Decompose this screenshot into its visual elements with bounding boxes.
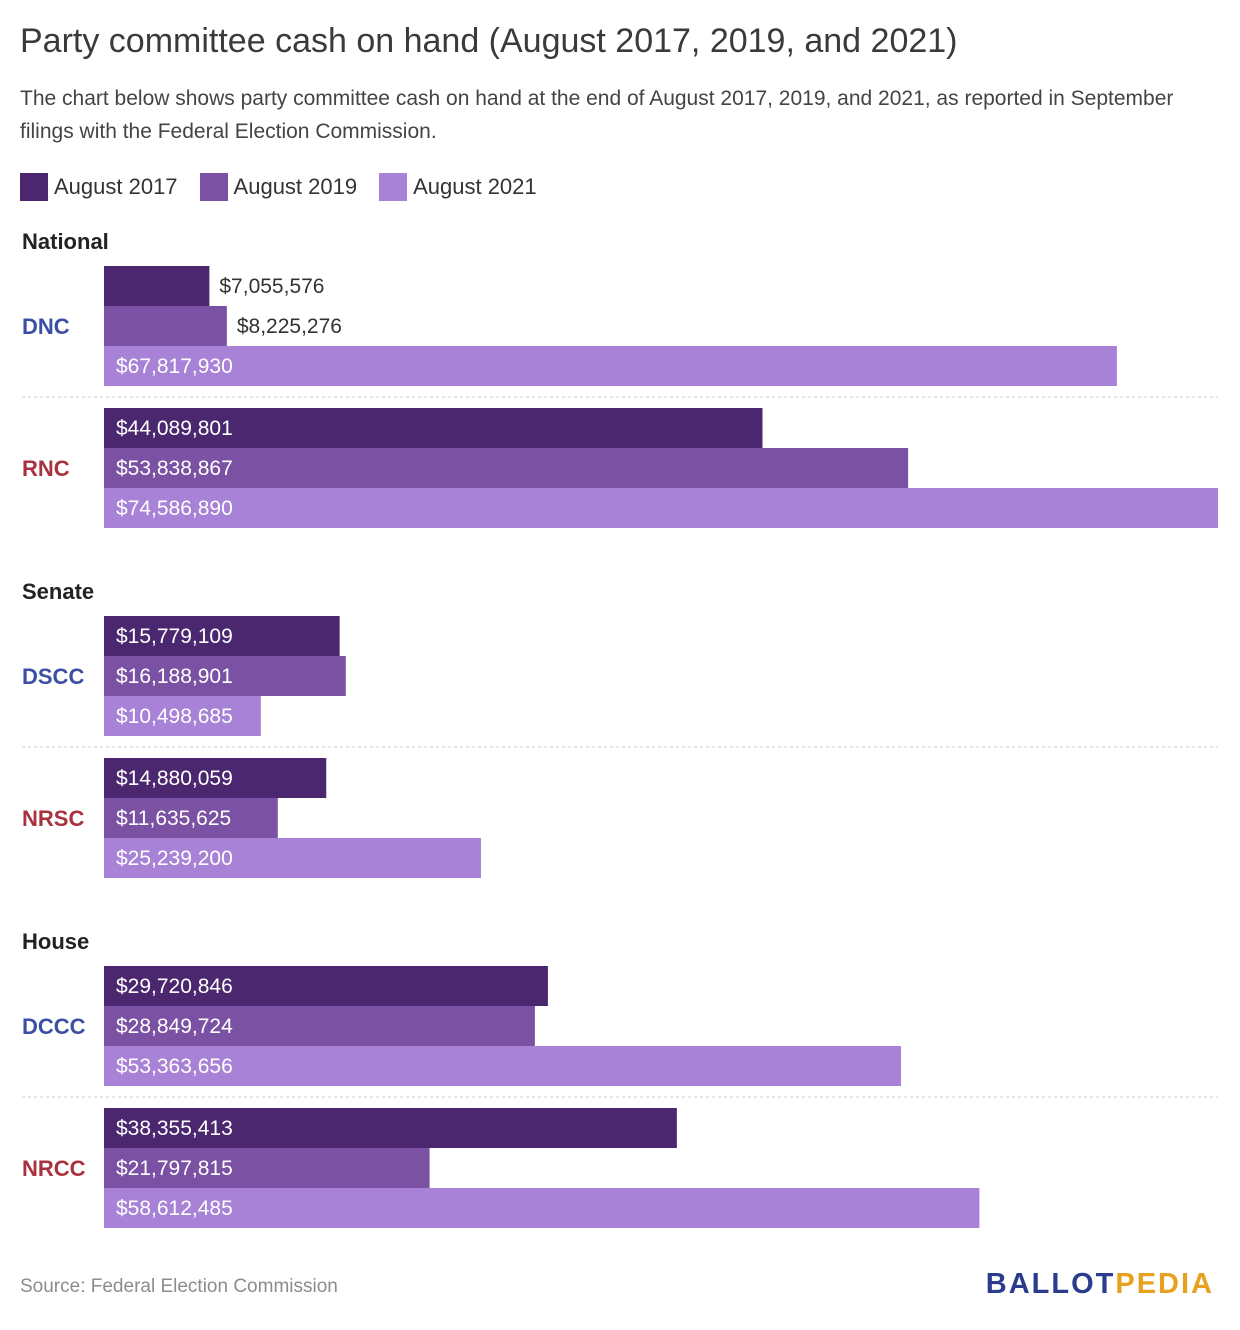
bar-dnc-2021 xyxy=(104,346,1117,386)
ballotpedia-logo[interactable]: BALLOTPEDIA xyxy=(986,1268,1214,1301)
bar-rnc-2017 xyxy=(104,408,763,448)
committee-label-nrcc: NRCC xyxy=(22,1156,86,1181)
bar-nrcc-2019 xyxy=(104,1148,430,1188)
value-label-dscc-2021: $10,498,685 xyxy=(116,705,233,728)
legend-label-2021: August 2021 xyxy=(413,174,537,199)
legend-label-2017: August 2017 xyxy=(54,174,178,199)
value-label-rnc-2019: $53,838,867 xyxy=(116,457,233,480)
bar-chart: National DNC $7,055,576 $8,225,276$67,817,9… xyxy=(22,229,1218,1228)
value-label-dscc-2017: $15,779,109 xyxy=(116,625,233,648)
value-label-nrcc-2017: $38,355,413 xyxy=(116,1117,233,1140)
committee-label-dnc: DNC xyxy=(22,314,70,339)
legend-label-2019: August 2019 xyxy=(233,174,358,199)
value-label-nrcc-2019: $21,797,815 xyxy=(116,1157,233,1180)
section-label-national: National xyxy=(22,229,109,254)
section-label-senate: Senate xyxy=(22,579,94,604)
legend-swatch-2021 xyxy=(379,173,408,201)
legend-swatch-2019 xyxy=(199,173,228,201)
value-label-dnc-2017: $7,055,576 xyxy=(219,275,324,298)
bar-nrcc-2021 xyxy=(104,1188,980,1228)
value-label-dccc-2021: $53,363,656 xyxy=(116,1055,233,1078)
value-label-dnc-2019: $8,225,276 xyxy=(237,315,342,338)
section-label-house: House xyxy=(22,929,89,954)
bar-dscc-2019 xyxy=(104,656,346,696)
value-label-nrcc-2021: $58,612,485 xyxy=(116,1197,233,1220)
bar-dscc-2017 xyxy=(104,616,340,656)
chart-title: Party committee cash on hand (August 201… xyxy=(20,22,958,60)
legend-swatch-2017 xyxy=(20,173,48,201)
bar-nrsc-2017 xyxy=(104,758,327,798)
bar-dccc-2021 xyxy=(104,1046,902,1086)
legend: August 2017 August 2019 August 2021 xyxy=(20,173,537,201)
bar-dccc-2019 xyxy=(104,1006,535,1046)
bar-rnc-2019 xyxy=(104,448,909,488)
legend-item-2017[interactable]: August 2017 xyxy=(20,173,178,201)
value-label-nrsc-2017: $14,880,059 xyxy=(116,767,233,790)
bar-rnc-2021 xyxy=(104,488,1218,528)
committee-label-nrsc: NRSC xyxy=(22,806,84,831)
bar-dnc-2019 xyxy=(104,306,227,346)
chart-subtitle: The chart below shows party committee ca… xyxy=(20,87,1174,143)
source-note: Source: Federal Election Commission xyxy=(20,1276,338,1297)
bar-dccc-2017 xyxy=(104,966,548,1006)
value-label-nrsc-2019: $11,635,625 xyxy=(116,807,231,830)
value-label-rnc-2017: $44,089,801 xyxy=(116,417,233,440)
committee-label-dscc: DSCC xyxy=(22,664,84,689)
value-label-dscc-2019: $16,188,901 xyxy=(116,665,233,688)
committee-label-dccc: DCCC xyxy=(22,1014,86,1039)
value-label-nrsc-2021: $25,239,200 xyxy=(116,847,233,870)
bar-nrsc-2019 xyxy=(104,798,278,838)
committee-label-rnc: RNC xyxy=(22,456,70,481)
logo-part-pedia: PEDIA xyxy=(1115,1268,1214,1300)
legend-item-2019[interactable]: August 2019 xyxy=(199,173,358,201)
logo-part-ballot: BALLOT xyxy=(985,1268,1116,1300)
bar-dnc-2017 xyxy=(104,266,210,306)
value-label-dccc-2019: $28,849,724 xyxy=(116,1015,233,1038)
bar-nrcc-2017 xyxy=(104,1108,677,1148)
value-label-dccc-2017: $29,720,846 xyxy=(116,975,233,998)
bar-dscc-2021 xyxy=(104,696,261,736)
bar-nrsc-2021 xyxy=(104,838,481,878)
value-label-dnc-2021: $67,817,930 xyxy=(116,355,233,378)
legend-item-2021[interactable]: August 2021 xyxy=(379,173,537,201)
value-label-rnc-2021: $74,586,890 xyxy=(116,497,233,520)
